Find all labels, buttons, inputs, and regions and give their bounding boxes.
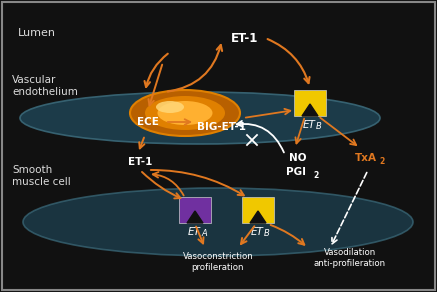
Text: B: B [316, 122, 322, 131]
Text: ET: ET [250, 227, 264, 237]
Text: 2: 2 [379, 157, 385, 166]
Text: PGI: PGI [286, 167, 306, 177]
Polygon shape [187, 211, 203, 223]
Text: ET: ET [302, 120, 316, 130]
Ellipse shape [130, 90, 240, 136]
FancyBboxPatch shape [294, 90, 326, 116]
Text: ET: ET [187, 227, 201, 237]
Text: ECE: ECE [137, 117, 159, 127]
Ellipse shape [140, 94, 230, 132]
Text: Smooth
muscle cell: Smooth muscle cell [12, 165, 71, 187]
Ellipse shape [130, 90, 240, 136]
Text: ET-1: ET-1 [128, 157, 152, 167]
Text: Vascular
endothelium: Vascular endothelium [12, 75, 78, 98]
Ellipse shape [156, 101, 184, 113]
Text: A: A [201, 229, 207, 238]
Text: 2: 2 [313, 171, 319, 180]
Text: ET-1: ET-1 [231, 32, 259, 44]
Ellipse shape [145, 96, 225, 130]
Polygon shape [302, 104, 318, 116]
Ellipse shape [23, 188, 413, 256]
Text: TxA: TxA [355, 153, 377, 163]
Text: NO: NO [289, 153, 307, 163]
Ellipse shape [157, 101, 212, 125]
FancyBboxPatch shape [242, 197, 274, 223]
Text: B: B [264, 229, 270, 238]
Text: BIG-ET-1: BIG-ET-1 [198, 122, 246, 132]
FancyBboxPatch shape [179, 197, 211, 223]
Ellipse shape [149, 98, 221, 128]
Text: Vasoconstriction
profileration: Vasoconstriction profileration [183, 252, 253, 272]
Polygon shape [250, 211, 266, 223]
Ellipse shape [20, 92, 380, 144]
Ellipse shape [157, 102, 212, 124]
Text: Lumen: Lumen [18, 28, 56, 38]
Text: Vasodilation
anti-profileration: Vasodilation anti-profileration [314, 248, 386, 268]
